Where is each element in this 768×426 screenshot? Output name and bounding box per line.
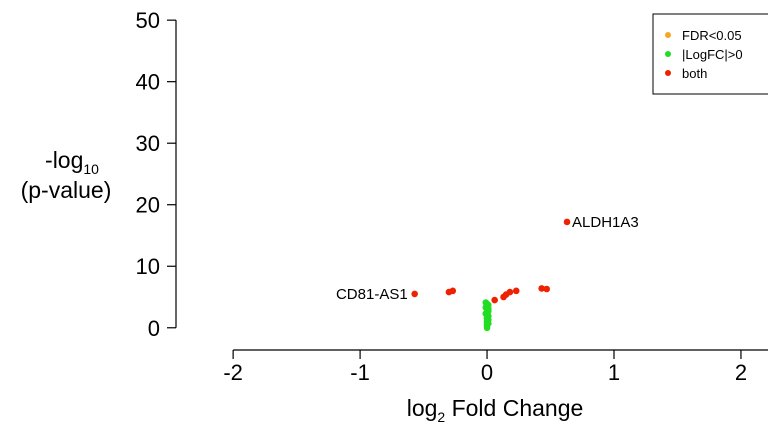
point-both	[491, 296, 498, 304]
y-tick-label: 30	[136, 131, 160, 156]
legend-marker-both	[665, 70, 671, 76]
y-axis-title: -log10	[45, 147, 99, 177]
x-tick-label: 0	[481, 360, 493, 385]
point-label: CD81-AS1	[336, 286, 408, 303]
x-tick-label: 1	[608, 360, 620, 385]
point-both	[543, 285, 551, 293]
x-axis-title-rest: Fold Change	[445, 395, 583, 421]
y-tick-label: 50	[136, 8, 160, 33]
point-both	[538, 285, 545, 292]
legend-marker-logfc	[665, 51, 671, 57]
y-tick-label: 20	[136, 193, 160, 218]
data-points	[411, 218, 571, 332]
point-label: ALDH1A3	[572, 214, 639, 231]
point-logfc-0	[483, 324, 491, 332]
y-axis-title-line2: (p-value)	[21, 177, 112, 203]
x-axis-title-subscript: 2	[437, 409, 445, 425]
point-both	[506, 288, 514, 296]
y-axis-title-subscript: 10	[83, 161, 99, 177]
y-tick-label: 10	[136, 254, 160, 279]
legend-label-both: both	[682, 66, 707, 81]
legend-marker-fdr	[665, 32, 671, 38]
legend-label-logfc: |LogFC|>0	[682, 47, 743, 62]
y-axis-title-main: -log	[45, 147, 83, 173]
point-both	[411, 290, 418, 298]
legend: FDR<0.05 |LogFC|>0 both	[652, 13, 768, 95]
legend-box	[652, 13, 768, 95]
x-tick-label: -2	[223, 360, 243, 385]
legend-label-fdr: FDR<0.05	[682, 28, 742, 43]
point-both	[512, 287, 520, 295]
y-tick-label: 40	[136, 70, 160, 95]
y-tick-label: 0	[148, 316, 160, 341]
point-annotations: ALDH1A3 CD81-AS1	[336, 214, 639, 303]
axes: 0 10 20 30 40 50 -2 -1 0 1 2	[136, 8, 768, 385]
x-axis-title-main: log	[407, 395, 438, 421]
x-tick-label: 2	[735, 360, 747, 385]
point-both	[449, 287, 457, 295]
x-tick-label: -1	[350, 360, 370, 385]
x-axis-title: log2 Fold Change	[407, 395, 584, 425]
point-both	[563, 218, 571, 226]
